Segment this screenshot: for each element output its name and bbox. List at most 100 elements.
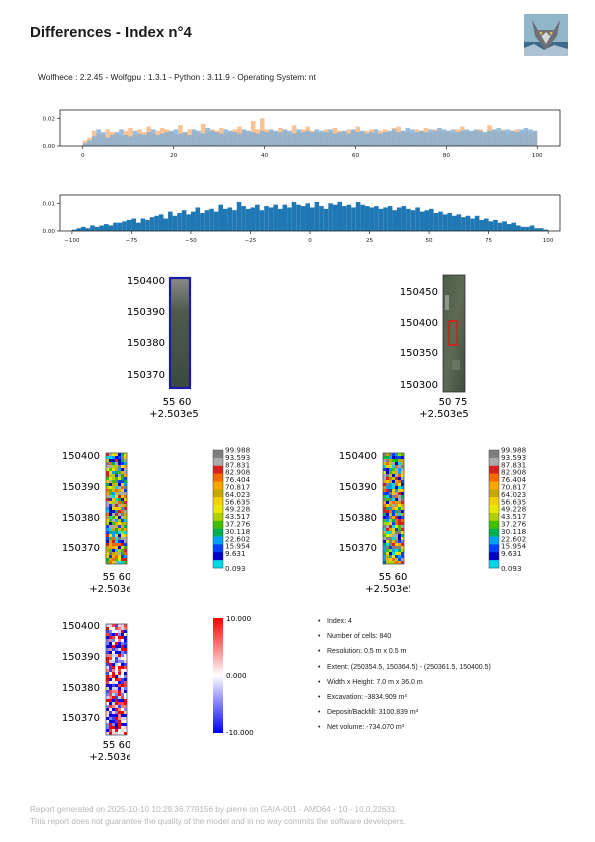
histogram-bar bbox=[525, 226, 530, 231]
statistics-list: Index: 4 Number of cells: 840 Resolution… bbox=[318, 617, 491, 739]
histogram-bar bbox=[264, 132, 270, 146]
histogram-bar bbox=[126, 219, 132, 231]
histogram-bar bbox=[319, 130, 324, 146]
colorbar-label: 37.276 bbox=[501, 520, 527, 529]
histogram-bar bbox=[172, 215, 178, 231]
colorbar-swatch bbox=[213, 450, 223, 459]
y-tick-label: 0.00 bbox=[43, 229, 56, 235]
histogram-bar bbox=[414, 132, 420, 146]
colorbar-swatch bbox=[489, 528, 499, 537]
colorbar-swatch bbox=[213, 489, 223, 498]
histogram-bar bbox=[373, 129, 379, 146]
histogram-bar bbox=[163, 218, 169, 231]
histogram-bar bbox=[423, 132, 429, 146]
x-tick-labels: 50 75 bbox=[439, 397, 468, 408]
histogram-bar bbox=[99, 225, 104, 231]
y-tick-label: 150450 bbox=[400, 287, 438, 298]
histogram-bar bbox=[260, 130, 265, 146]
histogram-bar bbox=[296, 204, 301, 231]
histogram-bar bbox=[196, 130, 201, 146]
histogram-bar bbox=[210, 130, 215, 146]
colorbar-swatch bbox=[489, 489, 499, 498]
list-item: Net volume: -734.070 m³ bbox=[318, 723, 491, 738]
histogram-bar bbox=[113, 222, 118, 231]
histogram-bar bbox=[250, 132, 256, 146]
colorbar-swatch bbox=[213, 457, 223, 467]
histogram-bar bbox=[186, 214, 191, 231]
histogram-bar bbox=[81, 226, 86, 231]
histogram-bar bbox=[351, 207, 356, 231]
histogram-bar bbox=[461, 217, 466, 231]
software-versions: Wolfhece : 2.2.45 - Wolfgpu : 1.3.1 - Py… bbox=[38, 72, 316, 82]
colorbar-label: 9.631 bbox=[225, 549, 246, 558]
colorbar-label: 70.817 bbox=[501, 483, 526, 492]
colorbar-swatch bbox=[213, 520, 223, 529]
histogram-bar bbox=[91, 136, 97, 146]
list-item: Resolution: 0.5 m x 0.5 m bbox=[318, 647, 491, 662]
x-axis-offset: +2.503e5 bbox=[149, 409, 199, 420]
histogram-bar bbox=[136, 222, 141, 231]
histogram-bar bbox=[460, 130, 465, 146]
histogram-bar bbox=[438, 211, 443, 231]
x-tick-labels: 55 60 bbox=[163, 397, 192, 408]
histogram-bar bbox=[424, 210, 430, 231]
colorbar-terrain-a: 99.98893.59387.83182.90876.40470.81764.0… bbox=[212, 446, 251, 572]
histogram-bar bbox=[200, 133, 206, 146]
colorbar-label: 22.602 bbox=[501, 534, 526, 543]
x-tick-labels: 55 60 bbox=[103, 740, 130, 751]
histogram-bar bbox=[241, 129, 247, 146]
histogram-bar bbox=[103, 224, 109, 231]
colorbar-label: 0.093 bbox=[501, 564, 522, 572]
histogram-bar bbox=[223, 208, 228, 231]
x-axis-offset: +2.503e5 bbox=[89, 752, 130, 763]
histogram-bar bbox=[282, 204, 288, 231]
histogram-bar bbox=[122, 221, 127, 231]
colorbar-swatch bbox=[489, 481, 499, 490]
y-tick-label: 0.01 bbox=[43, 201, 56, 207]
colorbar-label: 15.954 bbox=[225, 542, 251, 551]
histogram-bar bbox=[378, 208, 384, 231]
histogram-bar bbox=[227, 207, 233, 231]
map-hillshade: 150400 150390 150380 150370 55 60 +2.503… bbox=[127, 276, 199, 420]
colorbar-terrain-b: 99.98893.59387.83182.90876.40470.81764.0… bbox=[488, 446, 527, 572]
histogram-bar bbox=[123, 134, 129, 146]
histogram-bar bbox=[241, 206, 246, 231]
histogram-bar bbox=[405, 128, 410, 146]
colorbar-label: 43.517 bbox=[501, 512, 526, 521]
histogram-bar bbox=[132, 130, 138, 146]
histogram-bar bbox=[337, 201, 343, 231]
histogram-bar bbox=[182, 132, 188, 146]
colorbar-label: 49.228 bbox=[501, 505, 527, 514]
colorbar-swatch bbox=[489, 473, 499, 482]
histogram-bar bbox=[538, 228, 544, 231]
histogram-bar bbox=[520, 226, 526, 231]
colorbar-swatch bbox=[489, 497, 499, 506]
histogram-bar bbox=[401, 206, 407, 231]
histogram-bar bbox=[278, 132, 283, 146]
histogram-bar bbox=[269, 129, 274, 146]
colorbar-differences: 10.000 0.000 -10.000 bbox=[213, 614, 254, 737]
colorbar-label: 9.631 bbox=[501, 549, 522, 558]
histogram-bar bbox=[355, 201, 361, 231]
histogram-bar bbox=[364, 133, 370, 146]
histogram-bar bbox=[223, 129, 229, 146]
histogram-bar bbox=[232, 132, 238, 146]
aerial-raster bbox=[442, 274, 466, 393]
x-tick-label: 80 bbox=[443, 153, 451, 159]
list-item: Extent: (250354.5, 150364.5) - (250361.5… bbox=[318, 663, 491, 678]
colorbar-swatch bbox=[489, 512, 499, 522]
plot-frame bbox=[59, 109, 561, 147]
histogram-bar bbox=[493, 219, 498, 231]
colorbar-swatch bbox=[213, 552, 223, 561]
histogram-bar bbox=[464, 129, 470, 146]
histogram-bar bbox=[369, 207, 375, 231]
histogram-bar bbox=[158, 214, 164, 231]
colorbar-label: 10.000 bbox=[226, 614, 252, 623]
histogram-bar bbox=[337, 132, 342, 146]
colorbar-label: 49.228 bbox=[225, 505, 251, 514]
histogram-bar bbox=[502, 221, 507, 231]
histogram-bar bbox=[437, 128, 442, 146]
histogram-bar bbox=[141, 134, 147, 146]
histogram-bar bbox=[105, 137, 110, 146]
hillshade-raster bbox=[168, 276, 192, 390]
